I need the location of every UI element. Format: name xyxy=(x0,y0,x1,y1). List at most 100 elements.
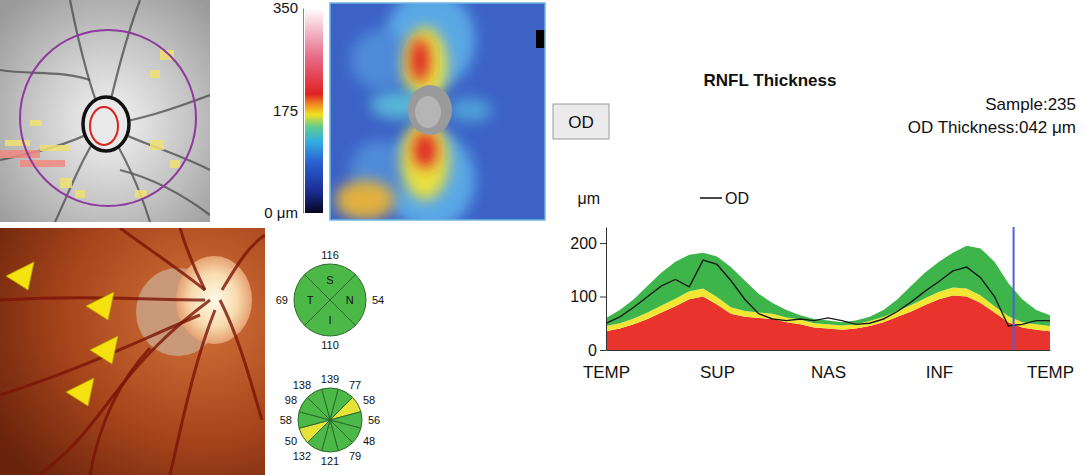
fundus-arrowhead xyxy=(86,292,114,320)
oct-disc-margin xyxy=(83,97,129,151)
oct-vessel xyxy=(0,70,90,80)
plot-marks xyxy=(606,227,1050,350)
heatmap-background xyxy=(330,3,545,220)
fundus-arrowhead xyxy=(6,262,34,290)
fundus-vessel xyxy=(222,235,265,290)
y-tick-mark xyxy=(600,297,606,298)
colorbar-tick-label: 350 xyxy=(273,0,298,16)
fundus-vessel xyxy=(220,300,262,420)
x-axis-line xyxy=(607,350,1051,351)
heatmap-image xyxy=(330,3,545,220)
oct-patch xyxy=(0,150,40,158)
fundus-vessel xyxy=(90,348,150,475)
annotation: OD Thickness:042 μm xyxy=(908,118,1076,137)
fundus-vessel xyxy=(40,300,210,475)
fundus-vessel xyxy=(170,310,215,475)
y-tick-label: 0 xyxy=(588,342,597,359)
y-tick-label: 200 xyxy=(570,235,597,252)
oct-patch xyxy=(170,160,180,168)
sector-value: 77 xyxy=(349,378,361,390)
sector-value: 132 xyxy=(293,450,311,462)
colorbar-tick: 0 μm xyxy=(264,204,303,221)
oct-patch xyxy=(30,120,42,126)
colorbar-tick: 350 xyxy=(273,0,303,16)
chart-title: RNFL Thickness xyxy=(704,71,837,90)
y-tick: 200 xyxy=(570,235,606,252)
sector-value: 98 xyxy=(285,394,297,406)
x-axis: TEMP SUP NAS INF TEMP xyxy=(583,350,1074,382)
oct-patch xyxy=(75,190,85,198)
legend-entry: OD xyxy=(700,190,749,207)
fundus-arrowhead xyxy=(66,378,94,406)
fundus-vessel xyxy=(120,228,205,290)
heatmap-frame xyxy=(330,3,545,220)
rnfl-chart: TEMPSUPNASINFTEMP0100200μmRNFL Thickness… xyxy=(570,71,1076,382)
sector-value: 138 xyxy=(293,378,311,390)
heatmap-blob xyxy=(350,30,410,90)
eye-button-box xyxy=(553,104,609,139)
x-tick-label: TEMP xyxy=(583,363,630,382)
x-tick-label: NAS xyxy=(811,363,846,382)
oct-patch xyxy=(5,140,30,146)
sector-value: 58 xyxy=(280,414,292,426)
normal-range-band xyxy=(606,246,1050,326)
figure: 3501750 μmSNIT11654110691397758564879121… xyxy=(0,0,1085,475)
x-tick: NAS xyxy=(811,350,846,382)
sector-value: 50 xyxy=(285,435,297,447)
sector-value: 48 xyxy=(363,435,375,447)
y-tick: 0 xyxy=(588,342,606,359)
y-tick-label: 100 xyxy=(570,288,597,305)
oct-image xyxy=(0,0,210,222)
oct-patch xyxy=(60,178,72,188)
y-axis: 0 100 200 xyxy=(570,228,606,359)
sector-letter: T xyxy=(307,294,314,306)
legend: OD xyxy=(700,190,749,207)
oct-patch xyxy=(20,160,65,167)
legend-label: OD xyxy=(725,190,749,207)
annotation: Sample:235 xyxy=(985,95,1076,114)
heatmap-artifact xyxy=(536,30,545,48)
legend-swatch xyxy=(700,197,722,199)
sector-letter: I xyxy=(328,314,331,326)
heatmap-blob xyxy=(335,180,395,220)
heatmap-cup xyxy=(415,96,441,128)
heatmap-blob xyxy=(413,132,437,168)
eye-button: OD xyxy=(553,104,609,139)
sector-value: 121 xyxy=(321,455,339,467)
sector-value: 54 xyxy=(372,294,384,306)
oct-vessel xyxy=(120,170,210,215)
sector-letter: N xyxy=(346,294,354,306)
sector-diagram: S N I T 116 54 110 69 xyxy=(276,249,385,351)
cursor-line xyxy=(1013,227,1015,350)
sector-diagram: 1397758564879121132505898138 xyxy=(280,373,381,467)
fundus-arrowhead xyxy=(90,336,118,364)
y-tick-mark xyxy=(600,350,606,351)
x-tick-label: SUP xyxy=(700,363,735,382)
oct-cup-margin xyxy=(90,107,118,145)
colorbar-tick-label: 0 μm xyxy=(264,204,298,221)
eye-button-label: OD xyxy=(568,113,594,132)
x-tick: SUP xyxy=(700,350,735,382)
sector-value: 58 xyxy=(363,394,375,406)
sector-value: 116 xyxy=(321,249,339,261)
sector-value: 56 xyxy=(368,414,380,426)
y-axis-line xyxy=(606,228,607,351)
x-tick: TEMP xyxy=(1027,350,1074,382)
x-tick-label: TEMP xyxy=(1027,363,1074,382)
oct-patch xyxy=(150,140,164,150)
oct-patch xyxy=(150,70,160,78)
oct-scan-circle xyxy=(20,30,196,206)
sector-value: 110 xyxy=(321,339,339,351)
sector-value: 69 xyxy=(276,294,288,306)
colorbar-tick: 175 xyxy=(273,102,303,119)
sector-letter: S xyxy=(326,274,333,286)
sector xyxy=(307,389,330,420)
heatmap-blob xyxy=(410,38,430,82)
x-tick-label: INF xyxy=(926,363,953,382)
sector-value: 139 xyxy=(321,373,339,385)
fundus-background xyxy=(0,228,265,475)
colorbar xyxy=(305,8,323,213)
colorbar-axis-line xyxy=(303,9,304,214)
oct-background xyxy=(0,0,210,222)
fundus-vessel xyxy=(0,315,200,395)
